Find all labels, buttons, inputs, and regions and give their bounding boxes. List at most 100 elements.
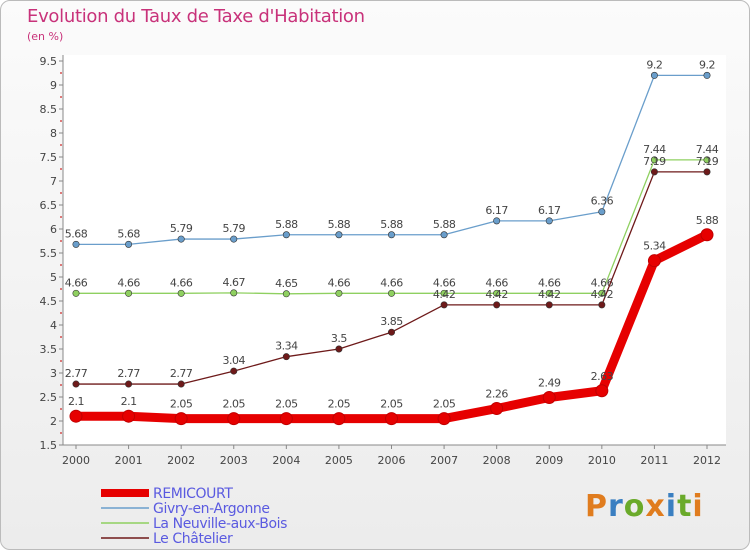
logo-letter: P xyxy=(585,489,608,524)
data-label: 2.63 xyxy=(591,370,614,383)
data-label: 4.66 xyxy=(591,276,614,289)
data-point xyxy=(437,412,451,426)
y-tick-label: 8.5 xyxy=(40,103,58,116)
data-label: 7.44 xyxy=(643,143,666,156)
x-tick-label: 2012 xyxy=(693,454,721,467)
y-tick-label: 2 xyxy=(50,415,57,428)
logo-letter: x xyxy=(645,489,666,524)
data-point xyxy=(545,289,553,297)
x-tick-label: 2000 xyxy=(62,454,90,467)
axes: 1.5 2 2.5 3 3.5 4 4.5 5 5.5 6 6.5 7 7.5 8 8.5 9 9.5 2000 2… xyxy=(40,55,726,467)
data-point xyxy=(282,231,290,239)
data-point xyxy=(387,328,395,336)
data-point xyxy=(122,409,136,423)
data-label: 5.88 xyxy=(380,218,403,231)
data-label: 2.05 xyxy=(170,398,193,411)
y-tick-label: 7.5 xyxy=(40,151,58,164)
data-point xyxy=(177,380,185,388)
x-tick-label: 2010 xyxy=(588,454,616,467)
data-point xyxy=(493,289,501,297)
data-label: 5.79 xyxy=(223,222,246,235)
data-point xyxy=(650,71,658,79)
legend-item: REMICOURT xyxy=(101,486,234,502)
data-label: 4.66 xyxy=(65,276,88,289)
data-label: 4.66 xyxy=(433,276,456,289)
data-label: 6.17 xyxy=(538,204,561,217)
data-label: 4.66 xyxy=(117,276,140,289)
data-point xyxy=(125,289,133,297)
data-label: 4.42 xyxy=(538,288,561,301)
y-tick-label: 9.5 xyxy=(40,55,58,68)
data-label: 2.05 xyxy=(275,398,298,411)
data-label: 4.66 xyxy=(380,276,403,289)
data-point xyxy=(440,301,448,309)
y-minor-tick xyxy=(60,192,62,194)
data-label: 6.17 xyxy=(485,204,508,217)
data-label: 2.77 xyxy=(65,367,88,380)
legend-label: Givry-en-Argonne xyxy=(153,501,270,517)
y-minor-tick xyxy=(60,72,62,74)
y-minor-tick xyxy=(60,360,62,362)
data-point xyxy=(598,208,606,216)
data-label: 4.66 xyxy=(485,276,508,289)
data-point xyxy=(69,409,83,423)
logo-letter: t xyxy=(677,489,693,524)
data-label: 3.34 xyxy=(275,340,298,353)
data-label: 9.2 xyxy=(699,58,715,71)
y-tick-label: 5 xyxy=(50,271,57,284)
data-label: 4.66 xyxy=(538,276,561,289)
data-point xyxy=(700,228,714,242)
y-tick-label: 7 xyxy=(50,175,57,188)
legend-label: La Neuville-aux-Bois xyxy=(153,516,287,532)
y-minor-tick xyxy=(60,312,62,314)
y-minor-tick xyxy=(60,120,62,122)
data-label: 5.68 xyxy=(117,227,140,240)
data-label: 3.85 xyxy=(380,315,403,328)
data-label: 5.79 xyxy=(170,222,193,235)
data-label: 5.34 xyxy=(643,240,666,253)
legend-item: Le Châtelier xyxy=(101,531,233,547)
series-givry-en-argonne: 5.68 5.68 5.79 5.79 5.88 5.88 5.88 5.88 6.17 6.17… xyxy=(65,58,716,248)
data-point xyxy=(177,289,185,297)
y-tick-label: 8 xyxy=(50,127,57,140)
data-point xyxy=(493,217,501,225)
y-minor-tick xyxy=(60,336,62,338)
data-point xyxy=(335,345,343,353)
x-tick-label: 2005 xyxy=(325,454,353,467)
data-point xyxy=(72,289,80,297)
data-point xyxy=(279,412,293,426)
data-label: 4.67 xyxy=(223,276,246,289)
data-label: 7.19 xyxy=(643,155,666,168)
y-minor-tick xyxy=(60,432,62,434)
data-point xyxy=(490,402,504,416)
data-point xyxy=(545,217,553,225)
data-point xyxy=(598,289,606,297)
data-point xyxy=(282,290,290,298)
data-label: 4.66 xyxy=(170,276,193,289)
data-point xyxy=(440,231,448,239)
data-point xyxy=(440,289,448,297)
data-label: 4.66 xyxy=(328,276,351,289)
data-label: 2.1 xyxy=(68,395,84,408)
y-tick-label: 4 xyxy=(50,319,57,332)
data-point xyxy=(125,380,133,388)
x-tick-label: 2008 xyxy=(483,454,511,467)
data-label: 3.04 xyxy=(223,354,246,367)
data-label: 6.36 xyxy=(591,195,614,208)
logo-letter: o xyxy=(623,489,646,524)
data-point xyxy=(595,384,609,398)
data-point xyxy=(703,71,711,79)
data-point xyxy=(125,240,133,248)
data-point xyxy=(177,235,185,243)
data-label: 2.49 xyxy=(538,376,561,389)
data-label: 2.05 xyxy=(223,398,246,411)
data-label: 2.26 xyxy=(485,388,508,401)
data-label: 5.68 xyxy=(65,227,88,240)
y-minor-tick xyxy=(60,96,62,98)
data-point xyxy=(650,156,658,164)
data-label: 2.05 xyxy=(328,398,351,411)
data-point xyxy=(72,380,80,388)
data-label: 4.42 xyxy=(591,288,614,301)
